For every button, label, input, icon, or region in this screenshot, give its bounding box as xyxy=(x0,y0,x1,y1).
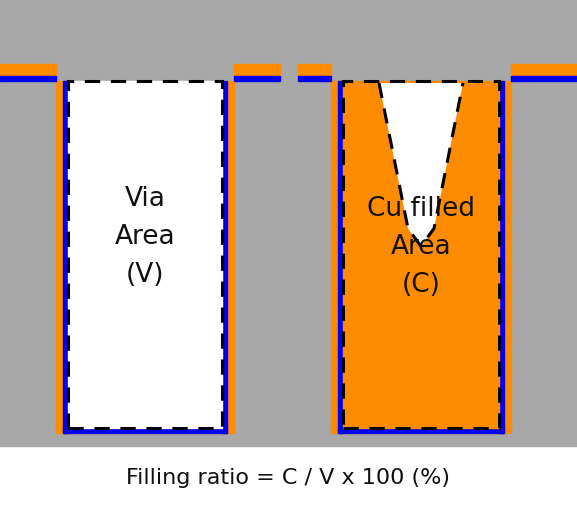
Text: Filling ratio = C / V x 100 (%): Filling ratio = C / V x 100 (%) xyxy=(126,468,451,488)
Bar xyxy=(222,81,227,433)
Bar xyxy=(56,81,68,428)
Bar xyxy=(511,64,577,76)
Bar xyxy=(338,81,343,433)
Bar xyxy=(0,0,577,446)
Bar xyxy=(343,81,499,428)
Bar xyxy=(338,428,504,433)
Bar xyxy=(68,81,222,428)
Bar xyxy=(499,81,511,428)
Text: Via
Area
(V): Via Area (V) xyxy=(115,186,175,288)
Bar xyxy=(0,76,56,81)
Bar xyxy=(68,81,222,428)
Bar xyxy=(499,81,504,433)
Bar xyxy=(63,81,68,433)
Bar xyxy=(331,421,511,433)
Bar xyxy=(298,76,331,81)
Polygon shape xyxy=(379,83,463,246)
Text: Cu filled
Area
(C): Cu filled Area (C) xyxy=(367,196,475,298)
Bar xyxy=(222,81,234,428)
Bar xyxy=(343,81,499,428)
Bar xyxy=(331,81,343,428)
Bar xyxy=(63,428,227,433)
Bar xyxy=(56,421,234,433)
Bar xyxy=(234,76,280,81)
Bar xyxy=(511,76,577,81)
Bar xyxy=(298,64,331,76)
Bar xyxy=(0,64,56,76)
Bar xyxy=(234,64,280,76)
